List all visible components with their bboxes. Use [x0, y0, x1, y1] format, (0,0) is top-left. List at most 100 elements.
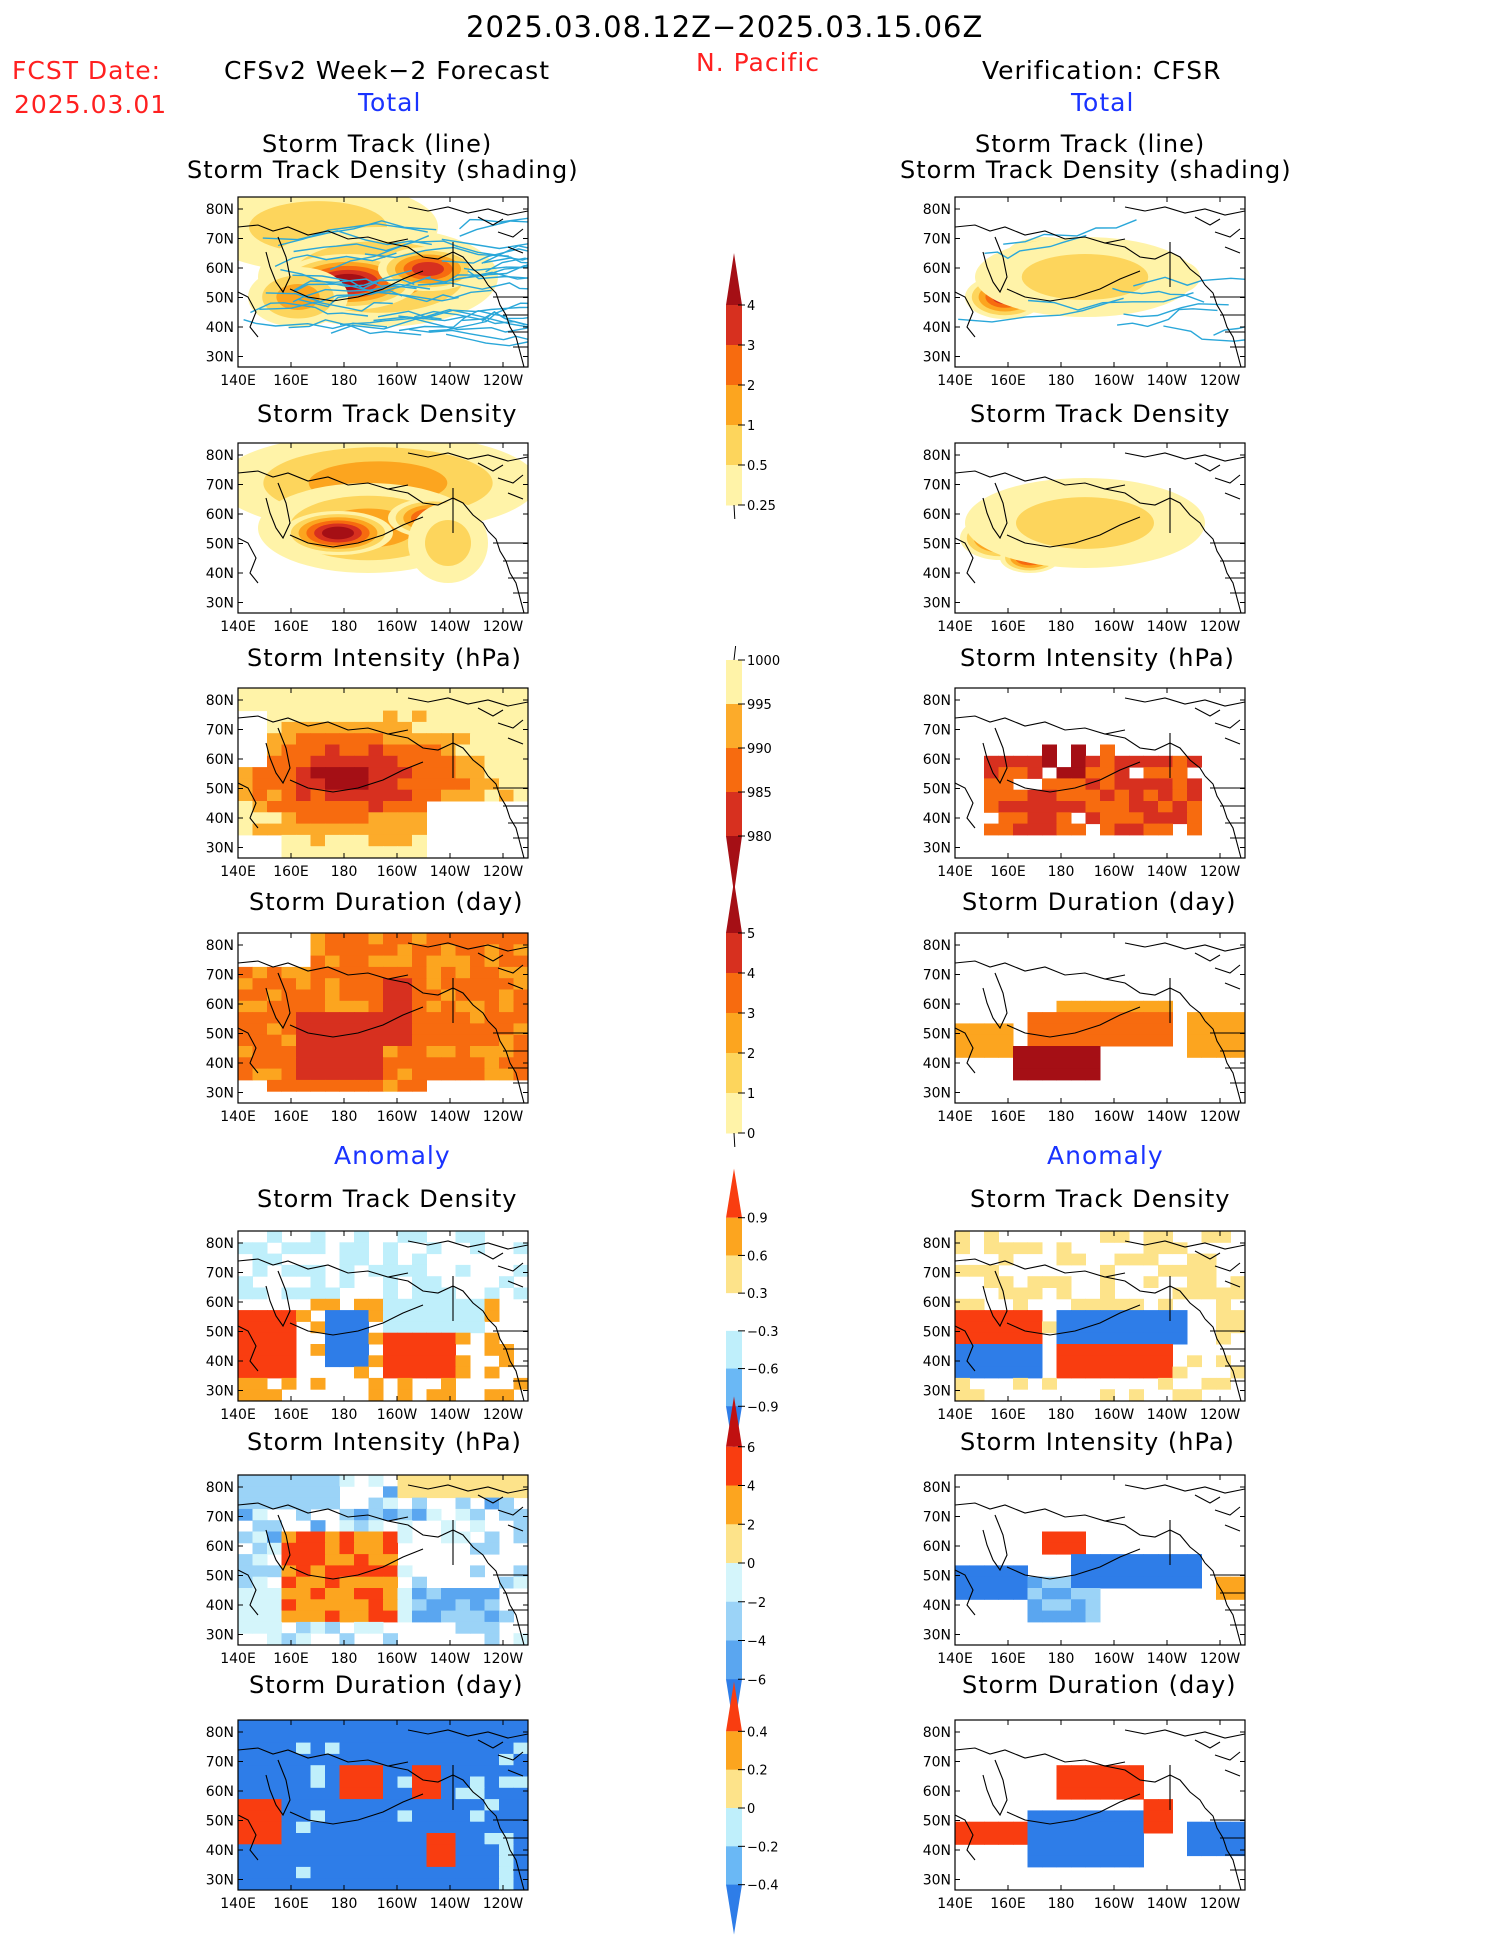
lon-tick-label: 160W	[377, 373, 418, 389]
colorbar-label: 1	[747, 1087, 755, 1102]
grid-cell	[339, 801, 355, 813]
grid-cell	[238, 1565, 253, 1578]
grid-cell	[426, 1242, 442, 1255]
grid-cell	[267, 1799, 282, 1811]
grid-cell	[1114, 1310, 1130, 1322]
grid-cell	[1216, 1321, 1231, 1334]
lon-tick-label: 160E	[273, 1896, 309, 1912]
grid-cell	[499, 933, 514, 945]
grid-cell	[325, 721, 340, 734]
grid-cell	[1013, 1046, 1028, 1058]
grid-cell	[310, 1264, 326, 1277]
grid-cell	[310, 834, 326, 847]
grid-cell	[412, 978, 427, 990]
coastline	[493, 1032, 528, 1084]
grid-cell	[1071, 1765, 1086, 1777]
grid-cell	[339, 1332, 355, 1345]
coastline	[477, 462, 524, 500]
coastline	[982, 1514, 1008, 1572]
grid-cell	[1071, 767, 1086, 779]
grid-cell	[238, 1821, 253, 1834]
coastline	[493, 1819, 528, 1871]
coastline	[493, 542, 528, 594]
grid-cell	[354, 1855, 369, 1868]
grid-cell	[383, 1000, 398, 1013]
grid-cell	[412, 733, 427, 745]
grid-cell	[238, 1377, 253, 1390]
grid-cell	[1013, 1366, 1028, 1379]
grid-cell	[397, 1810, 413, 1823]
grid-cell	[325, 778, 340, 791]
grid-cell	[1071, 1565, 1086, 1578]
grid-cell	[397, 721, 413, 734]
grid-cell	[1071, 1576, 1086, 1589]
grid-cell	[281, 1321, 297, 1334]
grid-cell	[513, 688, 528, 700]
coastline	[982, 482, 1008, 540]
grid-cell	[339, 1878, 355, 1890]
grid-cell	[296, 1486, 311, 1499]
grid-cell	[426, 1287, 442, 1300]
lon-tick-label: 160W	[377, 619, 418, 635]
grid-cell	[325, 1742, 340, 1755]
grid-cell	[1172, 1565, 1188, 1578]
grid-cell	[1230, 1034, 1245, 1047]
grid-cell	[310, 1610, 326, 1623]
grid-cell	[1027, 1310, 1043, 1322]
grid-cell	[1158, 755, 1173, 768]
grid-cell	[426, 1765, 442, 1777]
grid-cell	[1143, 1821, 1159, 1834]
grid-cell	[325, 1079, 340, 1092]
grid-cell	[238, 1486, 253, 1499]
grid-cell	[1172, 1264, 1188, 1277]
lat-tick-label: 70N	[206, 1510, 234, 1526]
grid-cell	[484, 1475, 500, 1487]
grid-cell	[484, 1610, 500, 1623]
lon-tick-label: 120W	[483, 1651, 524, 1667]
grid-cell	[499, 767, 514, 779]
grid-cell	[368, 978, 384, 990]
grid-cell	[368, 1023, 384, 1036]
grid-cell	[455, 1810, 471, 1823]
grid-cell	[1013, 1565, 1028, 1578]
grid-cell	[998, 1242, 1014, 1255]
grid-cell	[339, 1068, 355, 1081]
grid-cell	[238, 1012, 253, 1024]
grid-cell	[1172, 801, 1188, 813]
grid-cell	[1027, 789, 1043, 802]
grid-cell	[397, 1833, 413, 1845]
grid-cell	[397, 1057, 413, 1070]
grid-cell	[368, 1776, 384, 1789]
grid-cell	[252, 1377, 268, 1390]
grid-cell	[1056, 1610, 1072, 1623]
grid-cell	[412, 1731, 427, 1744]
colorbar-segment	[726, 973, 742, 1014]
grid-cell	[484, 1034, 500, 1047]
grid-cell	[1056, 1034, 1072, 1047]
grid-cell	[426, 1000, 442, 1013]
lon-tick-label: 120W	[1200, 373, 1241, 389]
grid-cell	[383, 755, 398, 768]
grid-cell	[441, 1878, 456, 1890]
grid-cell	[296, 744, 311, 757]
grid-cell	[339, 1531, 355, 1544]
grid-cell	[1143, 778, 1159, 791]
grid-cell	[426, 1833, 442, 1845]
grid-cell	[455, 1366, 471, 1379]
grid-cell	[499, 1497, 514, 1510]
grid-cell	[470, 1000, 485, 1013]
grid-cell	[383, 1765, 398, 1777]
lon-tick-label: 120W	[1200, 1109, 1241, 1125]
grid-cell	[1071, 1833, 1086, 1845]
grid-cell	[383, 1023, 398, 1036]
grid-cell	[339, 1242, 355, 1255]
grid-cell	[1114, 1787, 1130, 1800]
grid-cell	[325, 1057, 340, 1070]
grid-cell	[955, 1576, 970, 1589]
grid-cell	[1085, 1034, 1101, 1047]
density-shading	[321, 526, 355, 540]
grid-cell	[339, 1542, 355, 1555]
storm-track-line	[280, 269, 412, 288]
grid-cell	[339, 1720, 355, 1732]
